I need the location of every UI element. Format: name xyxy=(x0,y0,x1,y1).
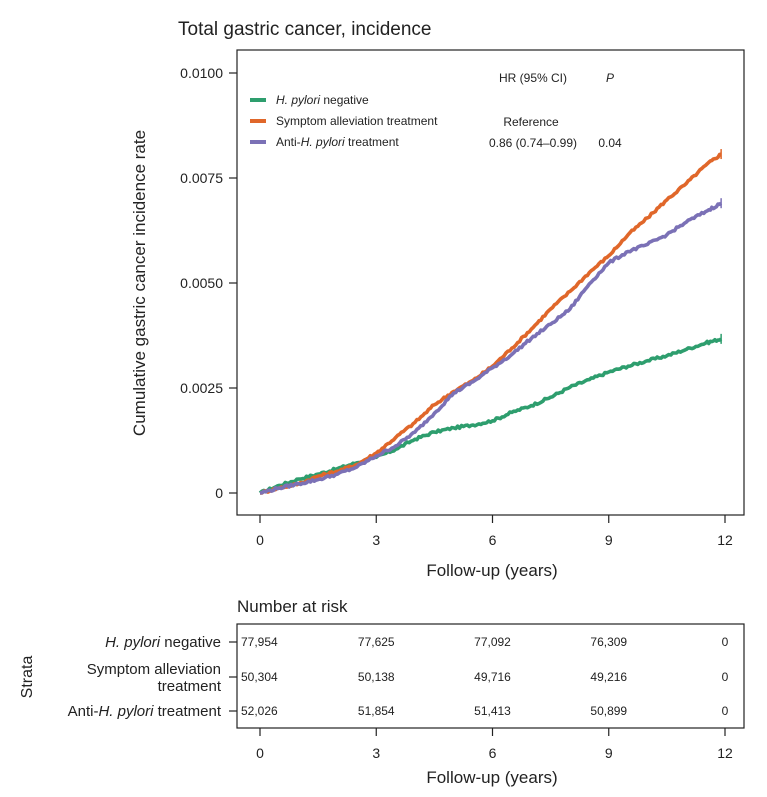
risk-value: 51,413 xyxy=(474,704,511,718)
risk-table-frame xyxy=(236,623,745,729)
risk-row-label: H. pylori negative xyxy=(105,634,221,651)
main-chart: Total gastric cancer, incidence Cumulati… xyxy=(130,19,745,580)
risk-row-label: Symptom alleviation xyxy=(87,661,221,678)
x-tick-label: 9 xyxy=(605,532,613,548)
risk-value: 0 xyxy=(722,670,729,684)
risk-row-label: treatment xyxy=(158,678,222,695)
p-header: P xyxy=(606,71,614,85)
series-lines xyxy=(258,149,723,495)
legend: H. pylori negative Symptom alleviation tr… xyxy=(250,93,438,149)
risk-value: 50,138 xyxy=(358,670,395,684)
strata-label: Strata xyxy=(19,656,36,699)
hr-value: Reference xyxy=(503,115,559,129)
y-tick-label: 0.0100 xyxy=(180,65,223,81)
hr-header: HR (95% CI) xyxy=(499,71,567,85)
risk-value: 77,954 xyxy=(241,635,278,649)
p-value: 0.04 xyxy=(598,136,622,150)
risk-value: 49,716 xyxy=(474,670,511,684)
y-tick-label: 0.0050 xyxy=(180,275,223,291)
series-line xyxy=(260,152,722,495)
risk-value: 52,026 xyxy=(241,704,278,718)
legend-label: Symptom alleviation treatment xyxy=(276,114,438,128)
risk-x-axis-label: Follow-up (years) xyxy=(426,768,557,787)
y-axis-label: Cumulative gastric cancer incidence rate xyxy=(130,130,149,436)
series-line xyxy=(258,337,723,495)
risk-value: 77,092 xyxy=(474,635,511,649)
y-tick-label: 0.0075 xyxy=(180,170,223,186)
risk-x-tick-label: 12 xyxy=(717,745,733,761)
legend-label: Anti-H. pylori treatment xyxy=(276,135,399,149)
risk-x-axis: 0 3 6 9 12 xyxy=(256,728,733,761)
risk-value: 50,304 xyxy=(241,670,278,684)
risk-value: 76,309 xyxy=(590,635,627,649)
x-tick-label: 12 xyxy=(717,532,733,548)
risk-value: 0 xyxy=(722,635,729,649)
x-axis-label: Follow-up (years) xyxy=(426,561,557,580)
legend-label: H. pylori negative xyxy=(276,93,369,107)
hr-value: 0.86 (0.74–0.99) xyxy=(489,136,577,150)
risk-value: 77,625 xyxy=(358,635,395,649)
x-tick-label: 3 xyxy=(372,532,380,548)
y-tick-label: 0.0025 xyxy=(180,380,223,396)
x-axis: 0 3 6 9 12 xyxy=(256,515,733,548)
risk-x-tick-label: 9 xyxy=(605,745,613,761)
risk-value: 49,216 xyxy=(590,670,627,684)
y-tick-label: 0 xyxy=(215,485,223,501)
risk-row-label: Anti-H. pylori treatment xyxy=(68,703,222,720)
x-tick-label: 0 xyxy=(256,532,264,548)
x-tick-label: 6 xyxy=(489,532,497,548)
risk-table: Number at risk Strata H. pylori negative… xyxy=(19,597,745,787)
chart-title: Total gastric cancer, incidence xyxy=(178,19,431,40)
risk-table-title: Number at risk xyxy=(237,597,348,616)
risk-rows: H. pylori negative 77,954 77,625 77,092 76,3… xyxy=(68,634,729,720)
risk-x-tick-label: 3 xyxy=(372,745,380,761)
risk-x-tick-label: 0 xyxy=(256,745,264,761)
y-axis: 0 0.0025 0.0050 0.0075 0.0100 xyxy=(180,65,237,501)
risk-value: 51,854 xyxy=(358,704,395,718)
risk-value: 0 xyxy=(722,704,729,718)
risk-value: 50,899 xyxy=(590,704,627,718)
risk-x-tick-label: 6 xyxy=(489,745,497,761)
hazard-ratio-table: HR (95% CI) P Reference 0.86 (0.74–0.99)… xyxy=(489,71,622,150)
series-line xyxy=(259,201,723,495)
